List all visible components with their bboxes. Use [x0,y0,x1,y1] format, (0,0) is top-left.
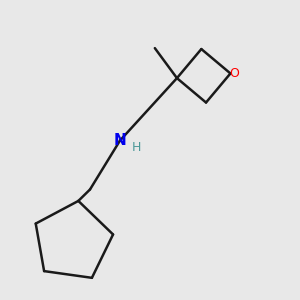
Text: N: N [114,133,126,148]
Text: H: H [132,141,141,154]
Text: O: O [230,67,239,80]
